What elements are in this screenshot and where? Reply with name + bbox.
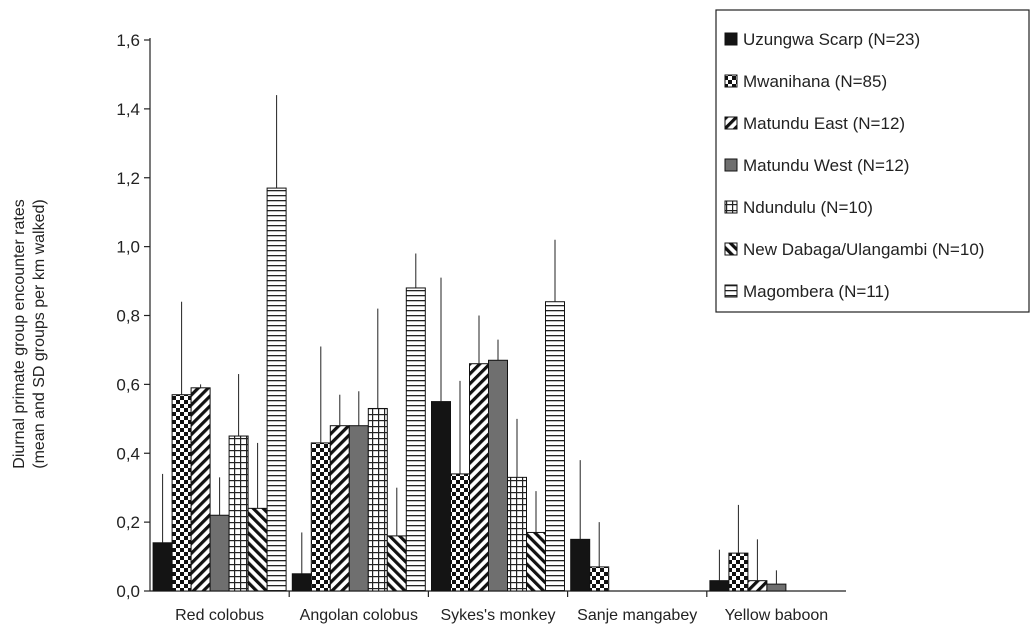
bar [329,425,350,592]
x-tick-label: Angolan colobus [300,607,418,624]
x-tick-label: Yellow baboon [725,607,829,624]
legend-entry: Mwanihana (N=85) [743,72,887,91]
bar [266,187,287,592]
bar [450,473,470,592]
y-tick-label: 0,0 [116,582,140,601]
y-tick-label: 0,8 [116,307,140,326]
legend-swatch [724,284,738,298]
y-tick-label: 0,6 [116,375,140,394]
bar [386,535,407,592]
legend-swatch [724,200,738,214]
legend-swatch [724,74,738,88]
y-tick-label: 1,2 [116,169,140,188]
bar [310,442,331,592]
legend: Uzungwa Scarp (N=23) Mwanihana (N=85) Matu… [715,9,1030,313]
bar [709,580,730,592]
bar [526,531,546,592]
x-tick-label: Sykes's monkey [440,607,555,624]
y-axis-ticks: 0,0 0,2 0,4 0,6 0,8 1,0 1,2 1,4 1,6 [116,31,150,601]
legend-entry: Magombera (N=11) [743,282,890,301]
legend-swatch [724,116,738,130]
x-tick-label: Red colobus [175,607,264,624]
bar [209,514,230,592]
legend-swatch [724,32,738,46]
legend-entry: Matundu West (N=12) [743,156,909,175]
legend-entry: New Dabaga/Ulangambi (N=10) [743,240,984,259]
bar [728,552,749,592]
y-axis-label-line-1: Diurnal primate group encounter rates [11,199,28,468]
y-tick-label: 1,4 [116,100,140,119]
x-tick-label: Sanje mangabey [577,607,697,624]
x-axis-categories: Red colobus Angolan colobus Sykes's monkey… [175,591,828,624]
bar [405,287,426,592]
bar [747,580,768,592]
bar-series [152,95,787,592]
bar [431,401,451,592]
legend-swatch [724,242,738,256]
bar [469,363,489,592]
bar [545,301,565,592]
legend-swatch [724,158,738,172]
bar [507,476,527,592]
bar [766,583,787,592]
bar [228,435,249,592]
bar [171,394,192,592]
bar [152,542,173,592]
y-tick-label: 0,4 [116,444,140,463]
legend-box [715,9,1030,313]
y-tick-label: 0,2 [116,513,140,532]
y-tick-label: 1,6 [116,31,140,50]
bar [190,387,211,592]
bar [291,573,312,592]
bar [488,359,508,592]
y-tick-label: 1,0 [116,238,140,257]
y-axis-label-line-2: (mean and SD groups per km walked) [31,199,48,468]
bar [348,425,369,592]
bar [589,566,610,592]
bar [367,407,388,592]
legend-entry: Ndundulu (N=10) [743,198,873,217]
bar [247,507,268,592]
legend-entry: Uzungwa Scarp (N=23) [743,30,920,49]
legend-entry: Matundu East (N=12) [743,114,905,133]
bar [570,538,591,592]
